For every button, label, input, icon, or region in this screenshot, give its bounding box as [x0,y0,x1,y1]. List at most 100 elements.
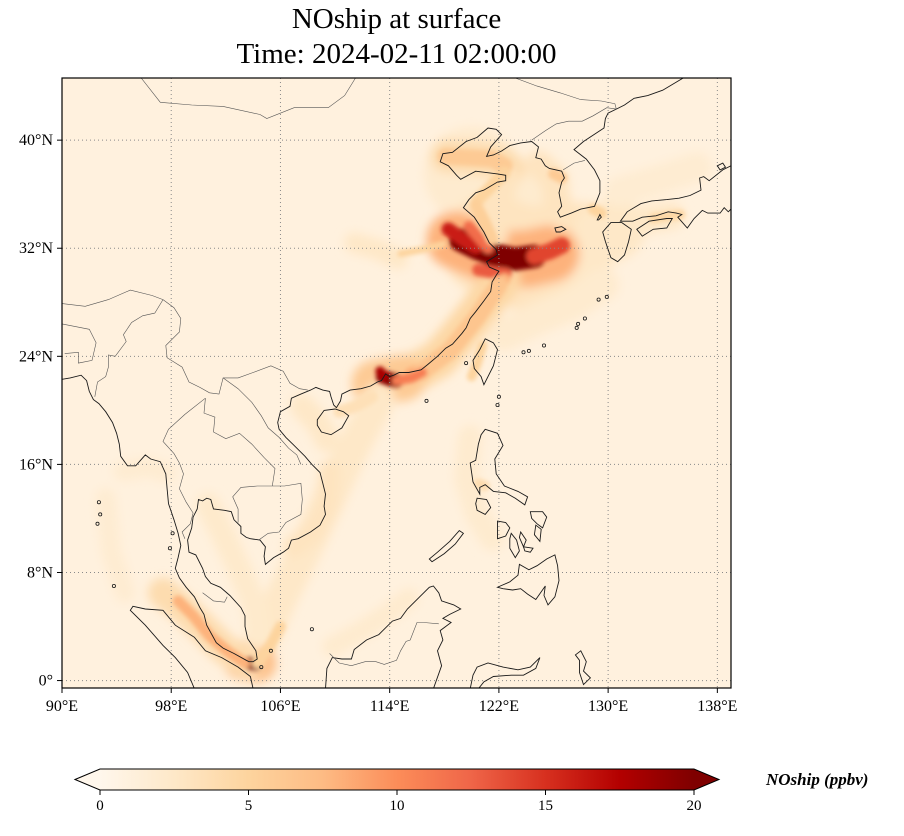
islet [424,398,429,403]
coastline [533,524,542,543]
coastlines [62,78,731,688]
x-tick-label: 138°E [697,698,737,715]
emission-plume [397,240,447,257]
coastline [602,222,632,263]
emission-plume [472,263,512,281]
islet [309,627,314,632]
coastline [475,497,492,515]
coastline [428,530,465,563]
country-border [515,78,617,110]
emission-plume [333,390,379,418]
map-canvas [62,78,731,688]
colorbar-tick-label: 0 [96,798,104,814]
y-tick-label: 8°N [27,564,53,581]
islet [604,294,609,299]
country-border [203,398,276,487]
islet [596,297,601,302]
coastline [129,605,254,688]
emission-plume [466,340,488,382]
emission-plume [463,221,494,254]
islet [495,402,500,407]
islet [259,665,264,670]
x-tick-label: 98°E [155,698,187,715]
colorbar-max-arrow [694,769,719,790]
plot-title-line2: Time: 2024-02-11 02:00:00 [236,38,557,70]
colorbar-tick-label: 20 [687,798,702,814]
colorbar-tick-label: 15 [538,798,553,814]
country-border [258,482,303,541]
plot-title: NOship at surface Time: 2024-02-11 02:00… [62,2,731,72]
emission-plume [470,166,511,208]
coastline [554,226,567,233]
coastline [529,511,548,529]
coastline [325,585,462,688]
colorbar-tick-label: 10 [390,798,405,814]
islet [111,584,116,589]
emission-plume [437,148,513,174]
coastline [522,546,534,553]
emission-plume [587,203,607,219]
x-tick-label: 122°E [479,698,519,715]
country-border [531,107,617,141]
emission-plume [479,165,520,247]
emission-plume [251,621,286,669]
emission-plume [486,268,620,352]
country-border [329,622,439,667]
coastline [316,408,350,436]
emission-plume [526,237,570,265]
country-border [162,397,206,539]
emission-plume [95,487,136,604]
x-tick-label: 90°E [46,698,78,715]
x-tick-label: 130°E [588,698,628,715]
coastline [497,520,511,540]
emission-plume [195,492,271,650]
islet [542,343,547,348]
islet [496,394,501,399]
coastline [596,213,602,221]
emission-plume [375,366,389,382]
country-border [232,485,273,523]
coastline [636,218,674,237]
x-tick-label: 114°E [370,698,410,715]
islet [521,350,526,355]
colorbar-gradient [100,769,694,790]
emission-plume [648,209,686,224]
emission-plume [453,425,505,551]
islet [170,531,175,536]
emission-plume [469,198,499,245]
colorbar-label: NOship (ppbv) [766,770,869,789]
islet [464,361,469,366]
emission-plume [548,168,568,184]
islet [268,648,273,653]
country-border [162,299,308,395]
islet [98,512,103,517]
islet [526,348,531,353]
x-tick-label: 106°E [260,698,300,715]
coastline [469,428,529,506]
islet [574,325,579,330]
colorbar-tick-label: 5 [245,798,253,814]
y-tick-label: 24°N [19,348,53,365]
emission-plume [441,222,483,254]
coastline [469,657,541,688]
islet [95,521,100,526]
country-border [140,78,356,119]
emission-plume [172,595,251,669]
islet [582,316,587,321]
coastline [509,532,520,559]
emission-plume [391,367,428,386]
plot-title-line1: NOship at surface [291,3,502,35]
emission-plume [113,456,177,483]
y-tick-label: 32°N [19,240,53,257]
emission-plume [290,394,340,453]
islet [96,500,101,505]
country-border [62,323,97,364]
islet [167,546,172,551]
y-tick-label: 40°N [19,132,53,149]
coastline [62,78,684,663]
colorbar-min-arrow [75,769,100,790]
emission-plume [604,152,712,207]
plot-frame [61,77,732,689]
